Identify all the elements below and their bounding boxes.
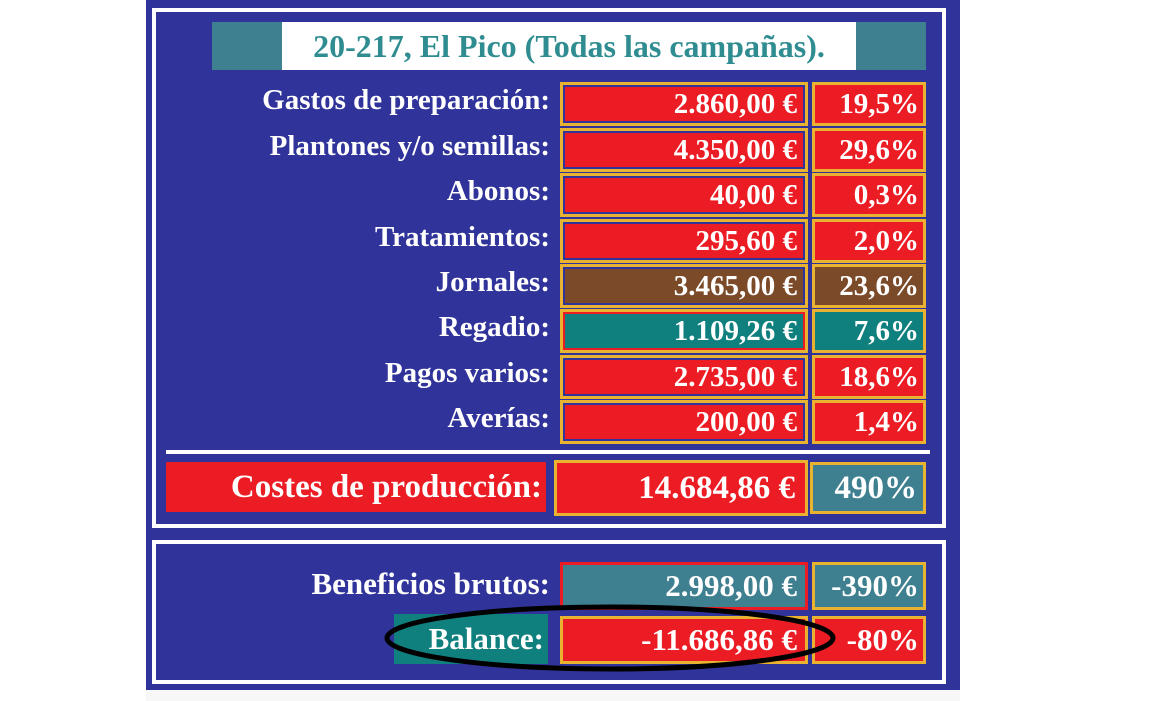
percent-cell[interactable]: 0,3% bbox=[812, 173, 926, 217]
amount-value: 3.465,00 € bbox=[563, 267, 805, 305]
percent-cell[interactable]: 19,5% bbox=[812, 82, 926, 126]
amount-cell[interactable]: 3.465,00 € bbox=[560, 264, 808, 308]
bottom-strip bbox=[146, 690, 960, 701]
title-accent-right bbox=[856, 22, 926, 70]
title-bar: 20-217, El Pico (Todas las campañas). bbox=[212, 22, 926, 70]
percent-cell[interactable]: 23,6% bbox=[812, 264, 926, 308]
row-averias: Averías: 200,00 € 1,4% bbox=[156, 400, 942, 444]
amount-cell[interactable]: 200,00 € bbox=[560, 400, 808, 444]
results-panel: Beneficios brutos: 2.998,00 € -390% Bala… bbox=[152, 540, 946, 684]
divider bbox=[166, 450, 930, 454]
amount-cell[interactable]: 1.109,26 € bbox=[560, 309, 808, 353]
amount-cell[interactable]: 4.350,00 € bbox=[560, 128, 808, 172]
row-gastos-preparacion: Gastos de preparación: 2.860,00 € 19,5% bbox=[156, 82, 942, 126]
amount-value: 1.109,26 € bbox=[563, 312, 805, 350]
row-label: Jornales: bbox=[435, 266, 550, 298]
row-plantones-semillas: Plantones y/o semillas: 4.350,00 € 29,6% bbox=[156, 128, 942, 172]
amount-value: 2.860,00 € bbox=[563, 85, 805, 123]
percent-cell[interactable]: 7,6% bbox=[812, 309, 926, 353]
row-label: Tratamientos: bbox=[374, 221, 550, 253]
percent-cell[interactable]: 18,6% bbox=[812, 355, 926, 399]
row-pagos-varios: Pagos varios: 2.735,00 € 18,6% bbox=[156, 355, 942, 399]
total-percent-cell[interactable]: 490% bbox=[810, 462, 926, 514]
balance-percent-cell[interactable]: -80% bbox=[812, 616, 926, 664]
title-accent-left bbox=[212, 22, 282, 70]
percent-cell[interactable]: 2,0% bbox=[812, 219, 926, 263]
row-label: Abonos: bbox=[446, 175, 550, 207]
page-title: 20-217, El Pico (Todas las campañas). bbox=[311, 27, 827, 65]
amount-cell[interactable]: 295,60 € bbox=[560, 219, 808, 263]
amount-cell[interactable]: 2.860,00 € bbox=[560, 82, 808, 126]
amount-value: 295,60 € bbox=[563, 222, 805, 260]
row-label: Plantones y/o semillas: bbox=[269, 130, 550, 162]
amount-value: 200,00 € bbox=[563, 403, 805, 441]
row-tratamientos: Tratamientos: 295,60 € 2,0% bbox=[156, 219, 942, 263]
row-label: Pagos varios: bbox=[384, 357, 550, 389]
benefit-percent-cell[interactable]: -390% bbox=[812, 562, 926, 610]
amount-cell[interactable]: 2.735,00 € bbox=[560, 355, 808, 399]
row-label: Gastos de preparación: bbox=[262, 84, 550, 116]
balance-amount-cell[interactable]: -11.686,86 € bbox=[560, 616, 808, 664]
row-jornales: Jornales: 3.465,00 € 23,6% bbox=[156, 264, 942, 308]
costs-panel: 20-217, El Pico (Todas las campañas). Ga… bbox=[152, 8, 946, 528]
row-label: Averías: bbox=[447, 402, 550, 434]
amount-cell[interactable]: 40,00 € bbox=[560, 173, 808, 217]
total-amount-cell[interactable]: 14.684,86 € bbox=[554, 460, 808, 516]
balance-label: Balance: bbox=[394, 614, 548, 664]
percent-cell[interactable]: 1,4% bbox=[812, 400, 926, 444]
percent-cell[interactable]: 29,6% bbox=[812, 128, 926, 172]
amount-value: 40,00 € bbox=[563, 176, 805, 214]
amount-value: 4.350,00 € bbox=[563, 131, 805, 169]
benefit-label: Beneficios brutos: bbox=[311, 566, 550, 601]
total-label: Costes de producción: bbox=[166, 462, 546, 512]
row-label: Regadio: bbox=[438, 311, 550, 343]
amount-value: 2.735,00 € bbox=[563, 358, 805, 396]
benefit-amount-cell[interactable]: 2.998,00 € bbox=[560, 562, 808, 610]
row-regadio: Regadio: 1.109,26 € 7,6% bbox=[156, 309, 942, 353]
row-abonos: Abonos: 40,00 € 0,3% bbox=[156, 173, 942, 217]
summary-window: 20-217, El Pico (Todas las campañas). Ga… bbox=[146, 0, 960, 690]
